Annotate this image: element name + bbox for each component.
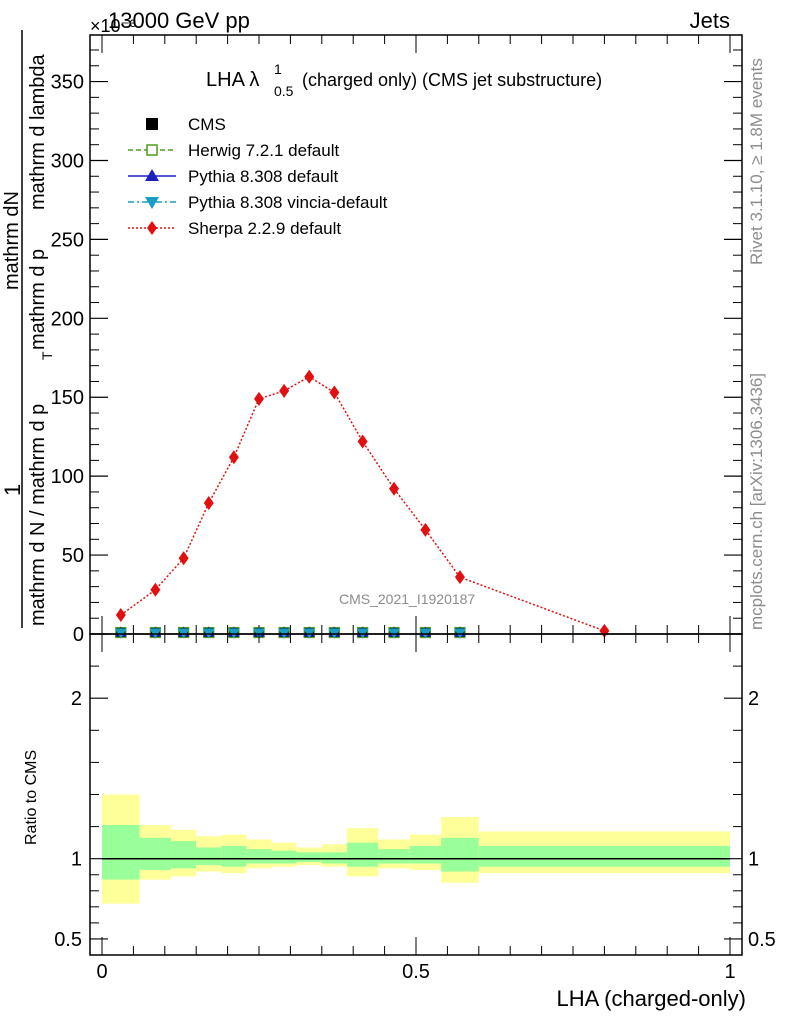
ratio-xlabel: LHA (charged-only) [556,986,746,1011]
ylabel-denominator-pt: T [39,351,55,360]
ytick-label: 250 [51,229,84,251]
ytick-label: 150 [51,387,84,409]
ylabel-numerator: mathrm dN [1,191,23,290]
ratio-ylabel: Ratio to CMS [23,750,40,845]
sherpa-point [228,450,239,465]
legend-marker-triangle-up [145,169,159,181]
exponent-label: ×10⁻³ [90,16,136,36]
ratio-xtick-label: 1 [724,961,735,983]
sherpa-point [420,522,431,537]
ratio-band-inner [171,841,197,869]
legend-label: Pythia 8.308 vincia-default [188,193,388,212]
ytick-label: 0 [73,624,84,646]
legend-marker-triangle-down [145,197,159,209]
ratio-ytick-label-right: 2 [748,688,759,710]
legend: CMS Herwig 7.2.1 default Pythia 8.308 defa… [128,115,388,238]
ytick-label: 50 [62,545,84,567]
ratio-band-inner [441,837,479,872]
sherpa-point [203,495,214,510]
ratio-band-inner [196,847,222,866]
sherpa-point [304,369,315,384]
legend-marker-diamond [147,221,157,235]
legend-label: Sherpa 2.2.9 default [188,219,341,238]
ratio-band-inner [478,845,730,867]
legend-label: Herwig 7.2.1 default [188,141,339,160]
ytick-label: 350 [51,72,84,94]
ratio-xtick-label: 0 [96,961,107,983]
process-label: Jets [690,8,730,33]
legend-label: CMS [188,115,226,134]
mcplots-label: mcplots.cern.ch [arXiv:1306.3436] [747,373,766,630]
ratio-plot-frame: 0.5 0.5 1 1 2 2 0 0.5 1 [54,633,776,983]
sherpa-point [254,391,264,406]
ratio-band-inner [139,837,172,870]
main-plot-frame: 0 50 100 150 200 250 300 350 [51,34,743,646]
energy-label: 13000 GeV pp [108,8,250,33]
ylabel-frac-den: mathrm d N / mathrm d p [27,404,49,626]
sherpa-point [454,570,465,585]
legend-label: Pythia 8.308 default [188,167,339,186]
ratio-band-inner [378,849,410,864]
ratio-ytick-label: 1 [71,849,82,871]
ratio-band-inner [321,852,347,864]
main-ylabel: 1 mathrm dN mathrm d p T mathrm d lambda… [0,30,55,628]
ratio-ytick-label-right: 1 [748,849,759,871]
ratio-band-inner [409,845,442,864]
sherpa-point [150,582,161,597]
watermark: CMS_2021_I1920187 [339,591,475,607]
ratio-ytick-label-right: 0.5 [748,929,776,951]
ratio-xtick-label: 0.5 [402,961,430,983]
ytick-label: 100 [51,466,84,488]
title-main: LHA λ [206,69,259,91]
sherpa-point [115,608,126,623]
sherpa-point [389,481,400,496]
legend-marker-square [146,118,158,130]
title-sup: 1 [274,61,282,77]
sherpa-point [178,551,189,566]
ratio-band-inner [296,852,322,862]
ylabel-denominator-lambda: mathrm d lambda [27,54,49,210]
ylabel-frac1: 1 [0,484,25,496]
main-title: LHA λ 1 0.5 (charged only) (CMS jet subs… [206,61,602,99]
sherpa-point [329,385,340,400]
ylabel-denominator-top: mathrm d p [27,249,49,350]
title-rest: (charged only) (CMS jet substructure) [302,70,602,90]
ratio-bands [102,794,730,904]
ytick-label: 300 [51,150,84,172]
rivet-label: Rivet 3.1.10, ≥ 1.8M events [747,58,766,265]
ratio-axes-box [89,633,743,956]
sherpa-point [279,383,290,398]
ratio-band-inner [271,850,297,864]
ratio-ytick-label: 2 [71,688,82,710]
ratio-ytick-label: 0.5 [54,929,82,951]
legend-marker-open-square [146,144,158,156]
ratio-band-inner [102,824,140,880]
title-sub: 0.5 [274,83,294,99]
sherpa-point [357,434,368,449]
ratio-band-inner [246,849,272,864]
ratio-band-inner [221,845,247,867]
ratio-band-inner [346,842,379,867]
ytick-label: 200 [51,308,84,330]
